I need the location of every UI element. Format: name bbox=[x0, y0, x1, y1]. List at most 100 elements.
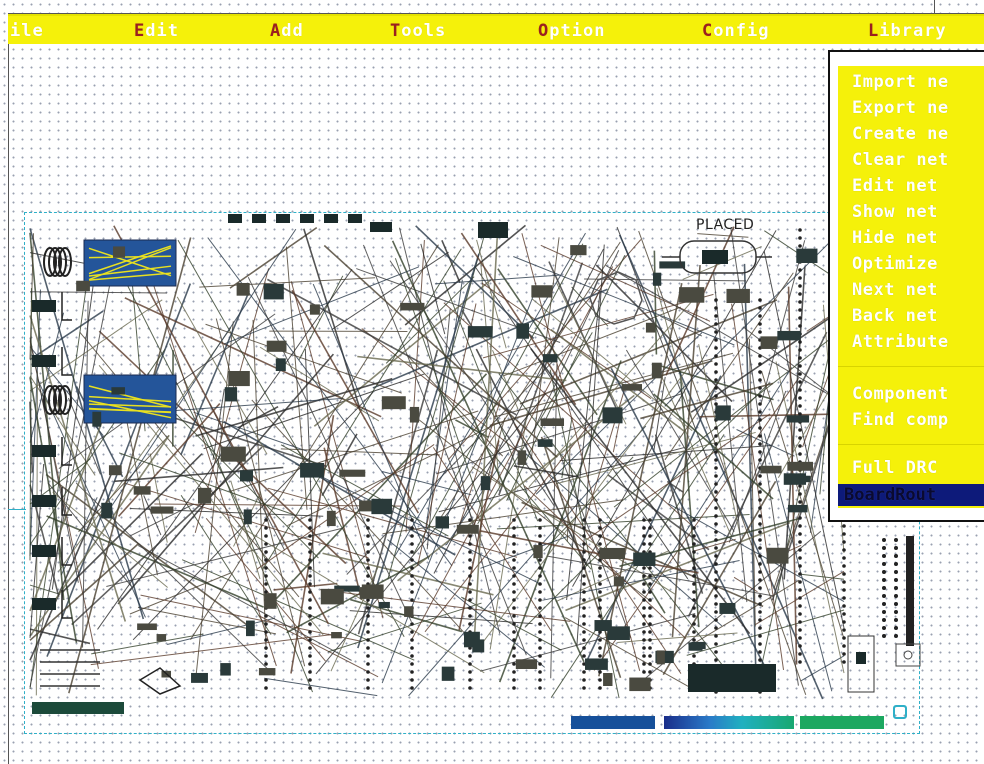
ratsnest-line bbox=[417, 303, 477, 567]
pin bbox=[798, 292, 802, 296]
pin bbox=[758, 378, 762, 382]
pin bbox=[692, 542, 696, 546]
chip-bracket bbox=[61, 487, 72, 516]
ratsnest-line bbox=[432, 447, 552, 632]
menu-library[interactable]: Library bbox=[868, 21, 947, 41]
ratsnest-line bbox=[205, 518, 326, 662]
pin bbox=[264, 526, 268, 530]
pin bbox=[842, 572, 846, 576]
menu-item-export-net[interactable]: Export ne bbox=[852, 98, 949, 118]
menu-item-clear-net[interactable]: Clear net bbox=[852, 150, 949, 170]
pin bbox=[264, 566, 268, 570]
ratsnest-line bbox=[82, 300, 89, 648]
ratsnest-line bbox=[655, 363, 732, 537]
octagon-component bbox=[589, 271, 643, 325]
menu-tools[interactable]: Tools bbox=[390, 21, 447, 41]
pin bbox=[512, 638, 516, 642]
ratsnest-line bbox=[692, 538, 736, 552]
pin bbox=[582, 670, 586, 674]
menu-edit[interactable]: Edit bbox=[134, 21, 179, 41]
connector-strip bbox=[906, 536, 914, 646]
menu-option[interactable]: Option bbox=[538, 21, 606, 41]
pin bbox=[582, 662, 586, 666]
menu-item-next-net[interactable]: Next net bbox=[852, 280, 938, 300]
pin bbox=[264, 646, 268, 650]
pin bbox=[714, 506, 718, 510]
ratsnest-line bbox=[564, 617, 698, 692]
small-component bbox=[760, 465, 782, 474]
pin bbox=[582, 606, 586, 610]
pin bbox=[798, 580, 802, 584]
pin bbox=[648, 526, 652, 530]
pin bbox=[842, 532, 846, 536]
pin bbox=[758, 506, 762, 510]
ratsnest-line bbox=[79, 331, 300, 598]
pin bbox=[798, 236, 802, 240]
board-origin-icon[interactable] bbox=[893, 705, 907, 719]
pin bbox=[758, 410, 762, 414]
ratsnest-line bbox=[349, 610, 533, 625]
pin bbox=[642, 614, 646, 618]
pin bbox=[798, 652, 802, 656]
ratsnest-line bbox=[496, 514, 750, 530]
highlighted-net bbox=[88, 400, 172, 419]
pin bbox=[714, 578, 718, 582]
menu-item-component[interactable]: Component bbox=[852, 384, 949, 404]
menu-item-hide-net[interactable]: Hide net bbox=[852, 228, 938, 248]
pin bbox=[468, 686, 472, 690]
pin bbox=[714, 450, 718, 454]
pin bbox=[538, 630, 542, 634]
ratsnest-line bbox=[697, 233, 749, 238]
small-component bbox=[331, 632, 342, 639]
ratsnest-line bbox=[167, 617, 276, 645]
ratsnest-line bbox=[61, 453, 203, 594]
menu-add[interactable]: Add bbox=[270, 21, 304, 41]
pin bbox=[714, 482, 718, 486]
menu-item-show-net[interactable]: Show net bbox=[852, 202, 938, 222]
pin bbox=[714, 386, 718, 390]
menu-item-boardrouter-selected[interactable]: BoardRout bbox=[838, 484, 984, 506]
pin bbox=[798, 276, 802, 280]
menu-item-edit-net[interactable]: Edit net bbox=[852, 176, 938, 196]
menu-config[interactable]: Config bbox=[702, 21, 770, 41]
small-component bbox=[435, 516, 450, 529]
pin bbox=[468, 574, 472, 578]
ratsnest-line bbox=[346, 342, 571, 575]
menu-item-find-component[interactable]: Find comp bbox=[852, 410, 949, 430]
pin bbox=[882, 626, 886, 630]
pin bbox=[598, 670, 602, 674]
pin bbox=[714, 434, 718, 438]
pin bbox=[598, 534, 602, 538]
menu-item-create-net[interactable]: Create ne bbox=[852, 124, 949, 144]
menu-item-attribute[interactable]: Attribute bbox=[852, 332, 949, 352]
pin bbox=[468, 518, 472, 522]
pin bbox=[598, 598, 602, 602]
pin bbox=[468, 558, 472, 562]
pin bbox=[648, 582, 652, 586]
ratsnest-line bbox=[315, 393, 547, 675]
ratsnest-line bbox=[29, 312, 65, 443]
pin bbox=[714, 610, 718, 614]
menu-item-optimize[interactable]: Optimize bbox=[852, 254, 938, 274]
menu-item-back-net[interactable]: Back net bbox=[852, 306, 938, 326]
status-bar-mixed bbox=[664, 716, 794, 729]
ratsnest-line bbox=[382, 499, 624, 535]
menu-item-full-drc[interactable]: Full DRC bbox=[852, 458, 938, 478]
ratsnest-line bbox=[78, 435, 170, 533]
ratsnest-line bbox=[586, 413, 771, 540]
pin bbox=[582, 654, 586, 658]
pin bbox=[468, 566, 472, 570]
pin bbox=[842, 540, 846, 544]
menu-item-import-net[interactable]: Import ne bbox=[852, 72, 949, 92]
pin bbox=[264, 558, 268, 562]
ratsnest-line bbox=[473, 230, 499, 639]
menu-file[interactable]: ile bbox=[10, 21, 44, 41]
ratsnest-line bbox=[258, 615, 379, 678]
pin bbox=[538, 606, 542, 610]
ratsnest-line bbox=[433, 248, 604, 574]
pin bbox=[882, 618, 886, 622]
pin bbox=[264, 582, 268, 586]
connector bbox=[58, 247, 72, 277]
pin bbox=[366, 518, 370, 522]
